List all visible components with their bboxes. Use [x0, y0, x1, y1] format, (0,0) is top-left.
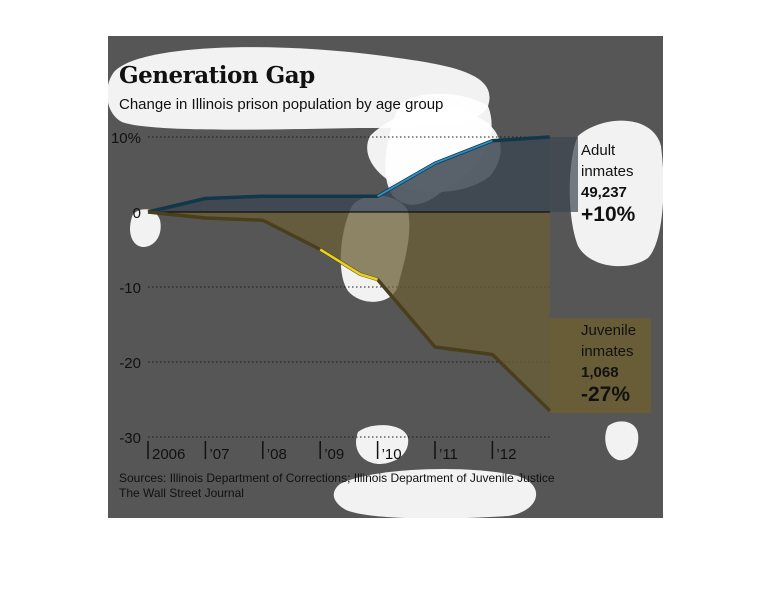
areas — [148, 137, 651, 413]
x-tick-label: ’11 — [439, 446, 458, 463]
y-tick-label: -20 — [119, 355, 141, 372]
juvenile-annotation-box — [549, 318, 651, 413]
adult-label-line-1: Adult — [581, 142, 616, 159]
x-tick-label: ’08 — [267, 446, 287, 463]
source-line-2: The Wall Street Journal — [119, 486, 244, 500]
line-chart: 2006 ’07 ’08 ’09 ’10 ’11 ’12 10% 0 -10 -20 -30 — [108, 47, 663, 518]
adult-count: 49,237 — [581, 184, 627, 201]
source-line-1: Sources: Illinois Department of Correcti… — [119, 471, 555, 485]
x-tick-label: ’12 — [496, 446, 516, 463]
y-tick-label: 0 — [133, 205, 141, 222]
x-tick-label: ’07 — [209, 446, 229, 463]
y-tick-label: -10 — [119, 280, 141, 297]
adult-change: +10% — [581, 203, 636, 226]
adult-area-extension — [549, 137, 578, 212]
juvenile-area — [148, 212, 550, 411]
x-axis: 2006 ’07 ’08 ’09 ’10 ’11 ’12 — [147, 436, 550, 463]
y-axis: 10% 0 -10 -20 -30 — [111, 130, 141, 447]
juvenile-label-line-1: Juvenile — [581, 322, 637, 339]
adult-highlight-segment — [377, 139, 493, 198]
adult-area — [148, 137, 550, 212]
tick-highlight-blob — [356, 425, 409, 464]
x-tick-label: ’09 — [324, 446, 344, 463]
juvenile-label-line-2: inmates — [581, 343, 634, 360]
source-note: Sources: Illinois Department of Correcti… — [119, 471, 555, 501]
adult-label-line-2: inmates — [581, 163, 634, 180]
series-lines — [147, 135, 552, 412]
y-tick-label: -30 — [119, 430, 141, 447]
chart-subtitle: Change in Illinois prison population by … — [119, 96, 444, 113]
juvenile-highlight-blob — [605, 421, 639, 461]
juvenile-count: 1,068 — [581, 364, 619, 381]
juvenile-annotation: Juvenile inmates 1,068 -27% — [581, 320, 636, 407]
chart-title: Generation Gap — [119, 62, 315, 89]
origin-highlight-blob — [130, 209, 161, 247]
x-tick-label: 2006 — [152, 446, 185, 463]
source-highlight-blob — [333, 469, 537, 518]
adult-highlight-blob — [569, 120, 663, 267]
juvenile-change: -27% — [581, 383, 631, 406]
title-highlight-blob — [108, 47, 490, 130]
juvenile-highlight-segment — [319, 248, 378, 281]
x-tick-label: ’10 — [382, 446, 402, 463]
chart-panel: 2006 ’07 ’08 ’09 ’10 ’11 ’12 10% 0 -10 -20 -30 Gen… — [108, 36, 663, 518]
y-tick-label: 10% — [111, 130, 141, 147]
adult-annotation: Adult inmates 49,237 +10% — [581, 140, 635, 227]
